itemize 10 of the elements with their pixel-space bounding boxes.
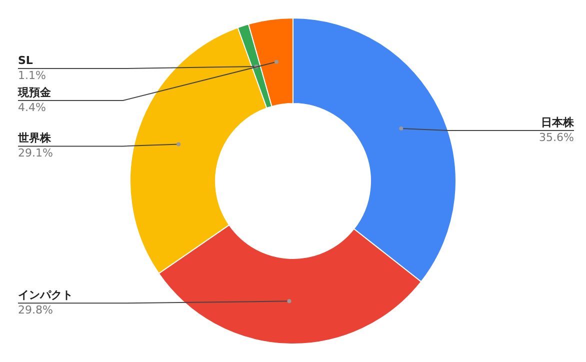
slice-label: 世界株 — [17, 132, 52, 145]
slice-label: 現預金 — [17, 86, 52, 99]
slice-label: SL — [18, 54, 33, 67]
data-label: 4.4% — [18, 100, 46, 114]
data-label: 1.1% — [18, 68, 46, 82]
data-label: 29.1% — [18, 146, 53, 160]
data-label: 35.6% — [539, 130, 574, 144]
slice-label: 日本株 — [541, 116, 575, 129]
data-label: 29.8% — [18, 304, 53, 317]
slice-label: インパクト — [18, 288, 73, 302]
